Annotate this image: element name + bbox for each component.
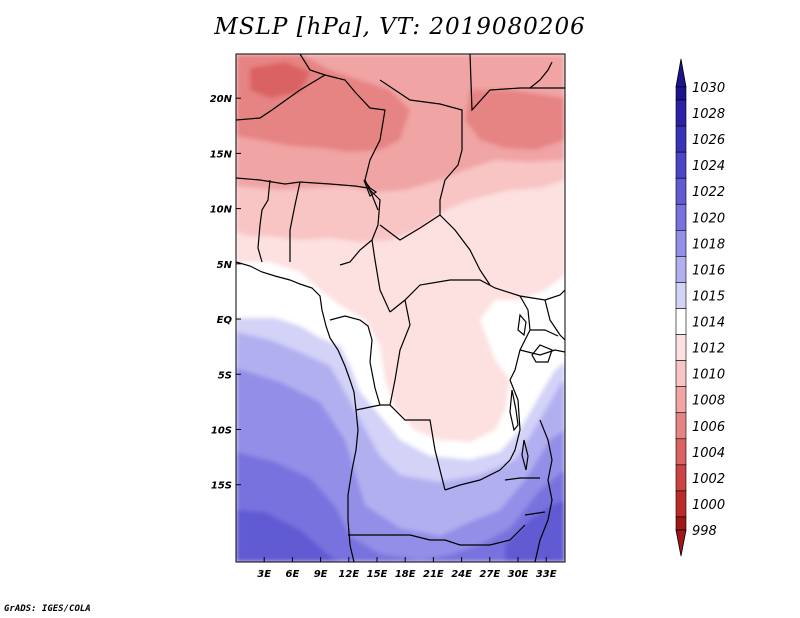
colorbar-swatch [675, 438, 687, 466]
colorbar-swatch [675, 177, 687, 205]
colorbar-label: 1014 [692, 316, 725, 331]
lon-tick-label: 24E [451, 569, 472, 580]
colorbar-label: 1018 [692, 237, 725, 252]
colorbar-swatch [675, 151, 687, 179]
colorbar-label: 1006 [692, 420, 725, 435]
lon-tick-label: 9E [314, 569, 328, 580]
country-borders [236, 54, 565, 562]
colorbar-top-arrow [675, 58, 687, 88]
colorbar-swatch [675, 516, 687, 531]
longitude-axis: 3E 6E 9E 12E 15E 18E 21E 24E 27E 30E 33E [257, 557, 557, 580]
latitude-axis: 20N 15N 10N 5N EQ 5S 10S 15S [210, 94, 241, 492]
colorbar-label: 1022 [692, 185, 725, 200]
colorbar-label: 1012 [692, 342, 725, 357]
lon-tick-label: 30E [508, 569, 529, 580]
colorbar-swatch [675, 412, 687, 440]
colorbar-label: 1026 [692, 133, 725, 148]
colorbar-label: 1008 [692, 394, 725, 409]
colorbar-label: 1010 [692, 368, 725, 383]
lon-tick-label: 12E [338, 569, 359, 580]
lon-tick-label: 18E [395, 569, 416, 580]
colorbar-label: 1004 [692, 446, 725, 461]
colorbar-swatch [675, 203, 687, 231]
lat-tick-label: 10S [211, 425, 232, 436]
colorbar-label: 1000 [692, 498, 725, 513]
colorbar-swatch [675, 125, 687, 153]
colorbar-label: 1030 [692, 81, 725, 96]
lon-tick-label: 15E [367, 569, 388, 580]
colorbar-swatch [675, 490, 687, 518]
colorbar-swatch [675, 99, 687, 127]
lat-tick-label: EQ [217, 315, 233, 326]
colorbar-bottom-arrow [675, 529, 687, 557]
colorbar-swatch [675, 464, 687, 492]
grads-credit: GrADS: IGES/COLA [4, 604, 91, 614]
colorbar-swatch [675, 308, 687, 335]
map-title: MSLP [hPa], VT: 2019080206 [214, 14, 586, 40]
colorbar-swatch [675, 86, 687, 101]
colorbar-label: 1015 [692, 289, 725, 304]
colorbar-swatch [675, 256, 687, 283]
colorbar-label: 1016 [692, 263, 725, 278]
lon-tick-label: 33E [536, 569, 557, 580]
lat-tick-label: 15N [210, 149, 233, 160]
lon-tick-label: 27E [479, 569, 500, 580]
colorbar-label: 998 [692, 524, 717, 539]
colorbar-swatch [675, 334, 687, 361]
lat-tick-label: 10N [210, 205, 233, 216]
colorbar-label: 1020 [692, 211, 725, 226]
colorbar: 1030 1028 1026 1024 1022 1020 1018 1016 1015 1014… [675, 58, 725, 557]
lat-tick-label: 15S [211, 481, 232, 492]
lat-tick-label: 5S [218, 370, 232, 381]
map-frame [235, 53, 566, 563]
colorbar-label: 1002 [692, 472, 725, 487]
lat-tick-label: 5N [217, 260, 233, 271]
lon-tick-label: 6E [286, 569, 300, 580]
colorbar-swatch [675, 282, 687, 309]
colorbar-swatch [675, 230, 687, 257]
colorbar-swatch [675, 360, 687, 387]
lon-tick-label: 21E [423, 569, 444, 580]
colorbar-label: 1024 [692, 159, 725, 174]
lat-tick-label: 20N [210, 94, 233, 105]
lon-tick-label: 3E [257, 569, 271, 580]
colorbar-swatch [675, 386, 687, 414]
pressure-field [236, 54, 565, 562]
colorbar-label: 1028 [692, 107, 725, 122]
